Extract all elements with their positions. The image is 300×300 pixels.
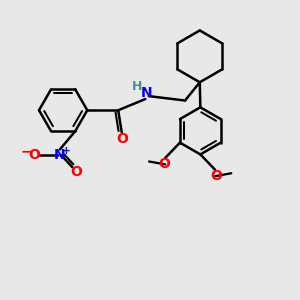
Text: O: O bbox=[116, 132, 128, 146]
Text: N: N bbox=[141, 86, 153, 100]
Text: O: O bbox=[70, 165, 82, 179]
Text: H: H bbox=[132, 80, 142, 93]
Text: O: O bbox=[28, 148, 40, 162]
Text: −: − bbox=[20, 145, 32, 159]
Text: O: O bbox=[211, 169, 223, 183]
Text: O: O bbox=[158, 158, 170, 171]
Text: N: N bbox=[54, 148, 66, 162]
Text: +: + bbox=[62, 146, 71, 156]
